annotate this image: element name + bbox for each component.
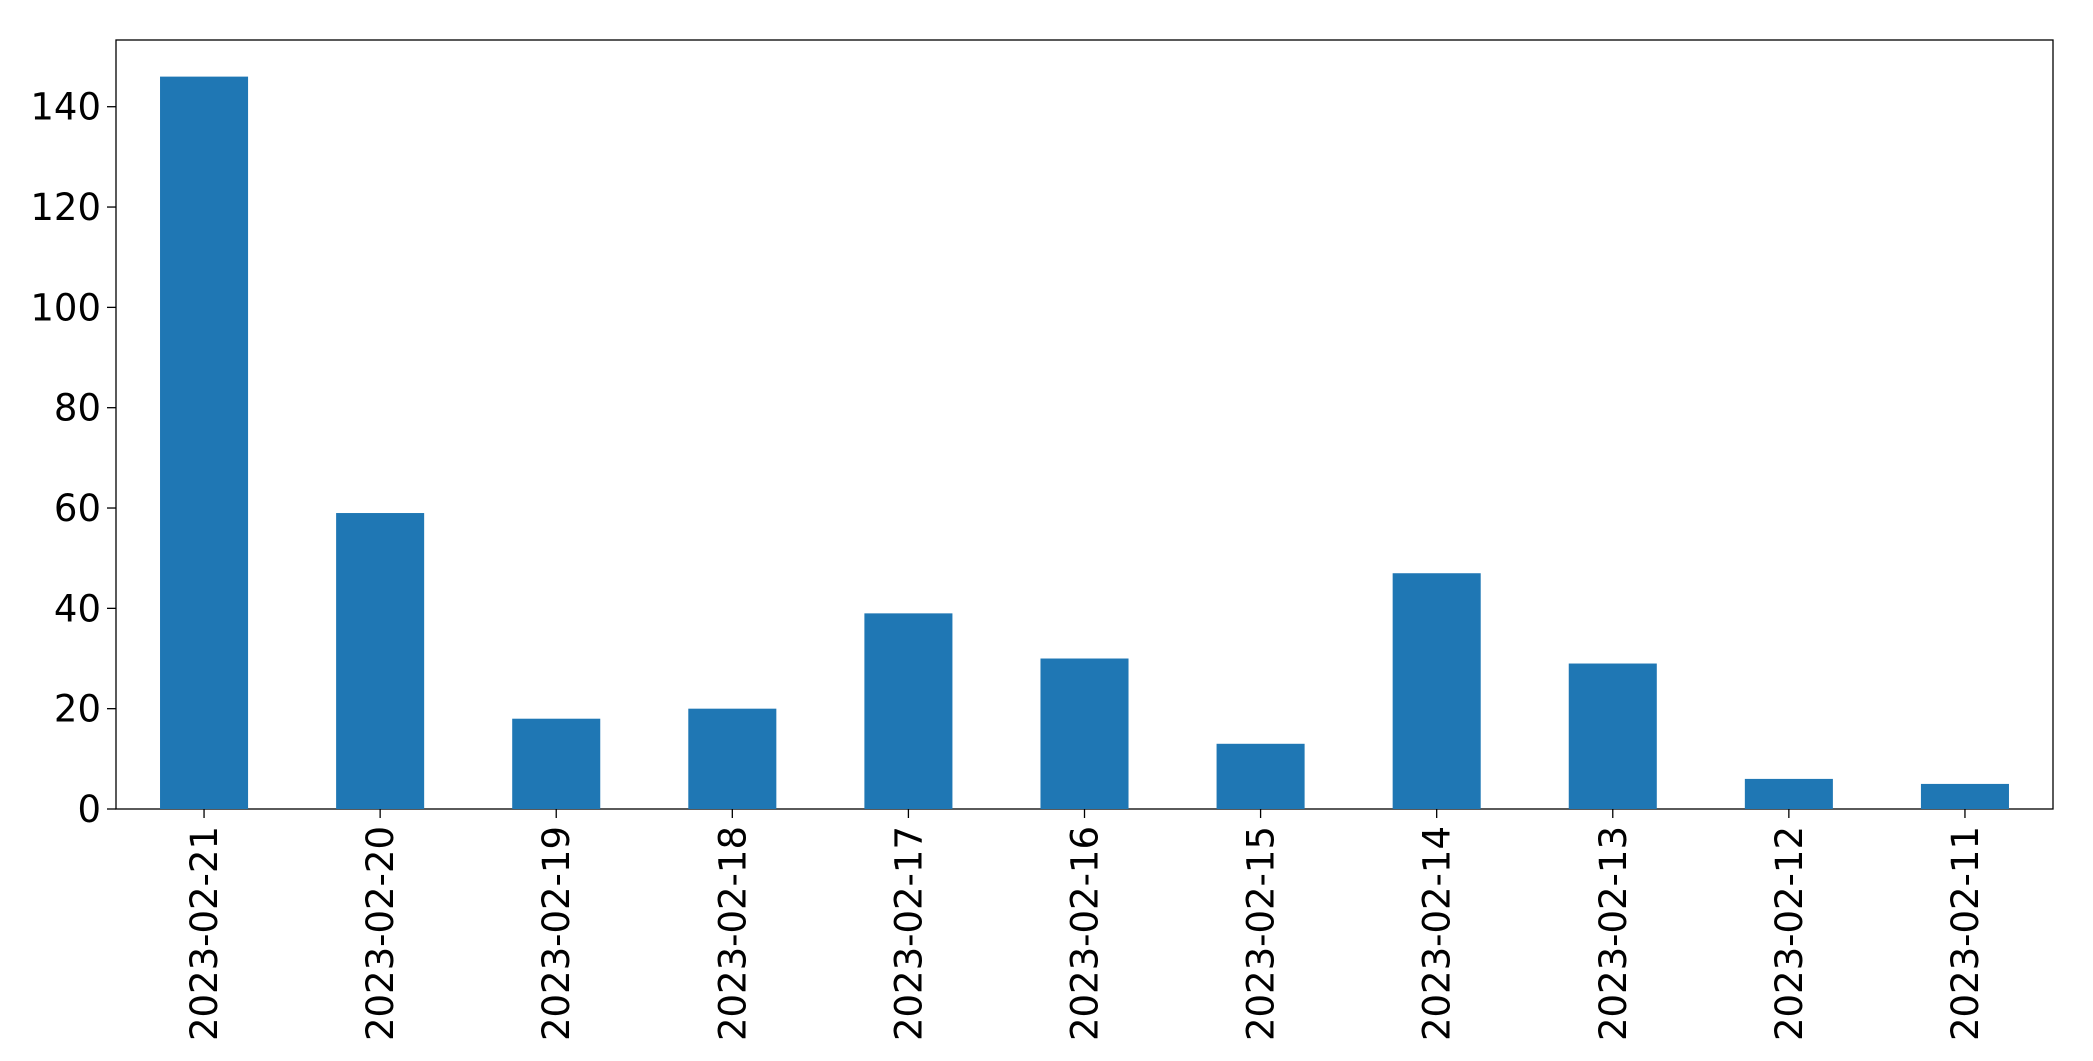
bar bbox=[160, 76, 249, 810]
bar bbox=[512, 718, 601, 809]
bar bbox=[1040, 658, 1129, 809]
x-tick-label: 2023-02-18 bbox=[711, 826, 754, 1041]
x-tick-label: 2023-02-11 bbox=[1944, 826, 1987, 1041]
y-tick-label: 20 bbox=[54, 688, 101, 731]
x-tick-label: 2023-02-14 bbox=[1416, 826, 1459, 1041]
y-tick-label: 40 bbox=[54, 587, 101, 630]
bar bbox=[864, 613, 953, 809]
y-tick-label: 100 bbox=[30, 286, 101, 329]
bar bbox=[1920, 783, 2009, 809]
bar bbox=[1568, 663, 1657, 809]
y-tick-label: 0 bbox=[77, 788, 101, 831]
x-tick-label: 2023-02-20 bbox=[359, 826, 402, 1041]
x-tick-label: 2023-02-16 bbox=[1064, 826, 1107, 1041]
x-tick-label: 2023-02-17 bbox=[887, 826, 930, 1041]
x-tick-label: 2023-02-21 bbox=[183, 826, 226, 1041]
bar bbox=[688, 708, 777, 809]
x-tick-label: 2023-02-15 bbox=[1240, 826, 1283, 1041]
bar bbox=[1392, 573, 1481, 809]
x-tick-label: 2023-02-13 bbox=[1592, 826, 1635, 1041]
y-tick-label: 140 bbox=[30, 86, 101, 129]
y-tick-label: 60 bbox=[54, 487, 101, 530]
x-tick-label: 2023-02-12 bbox=[1768, 826, 1811, 1041]
bar bbox=[336, 513, 425, 809]
bar bbox=[1744, 778, 1833, 809]
y-tick-label: 120 bbox=[30, 186, 101, 229]
x-tick-label: 2023-02-19 bbox=[535, 826, 578, 1041]
y-tick-label: 80 bbox=[54, 387, 101, 430]
bar bbox=[1216, 743, 1305, 809]
